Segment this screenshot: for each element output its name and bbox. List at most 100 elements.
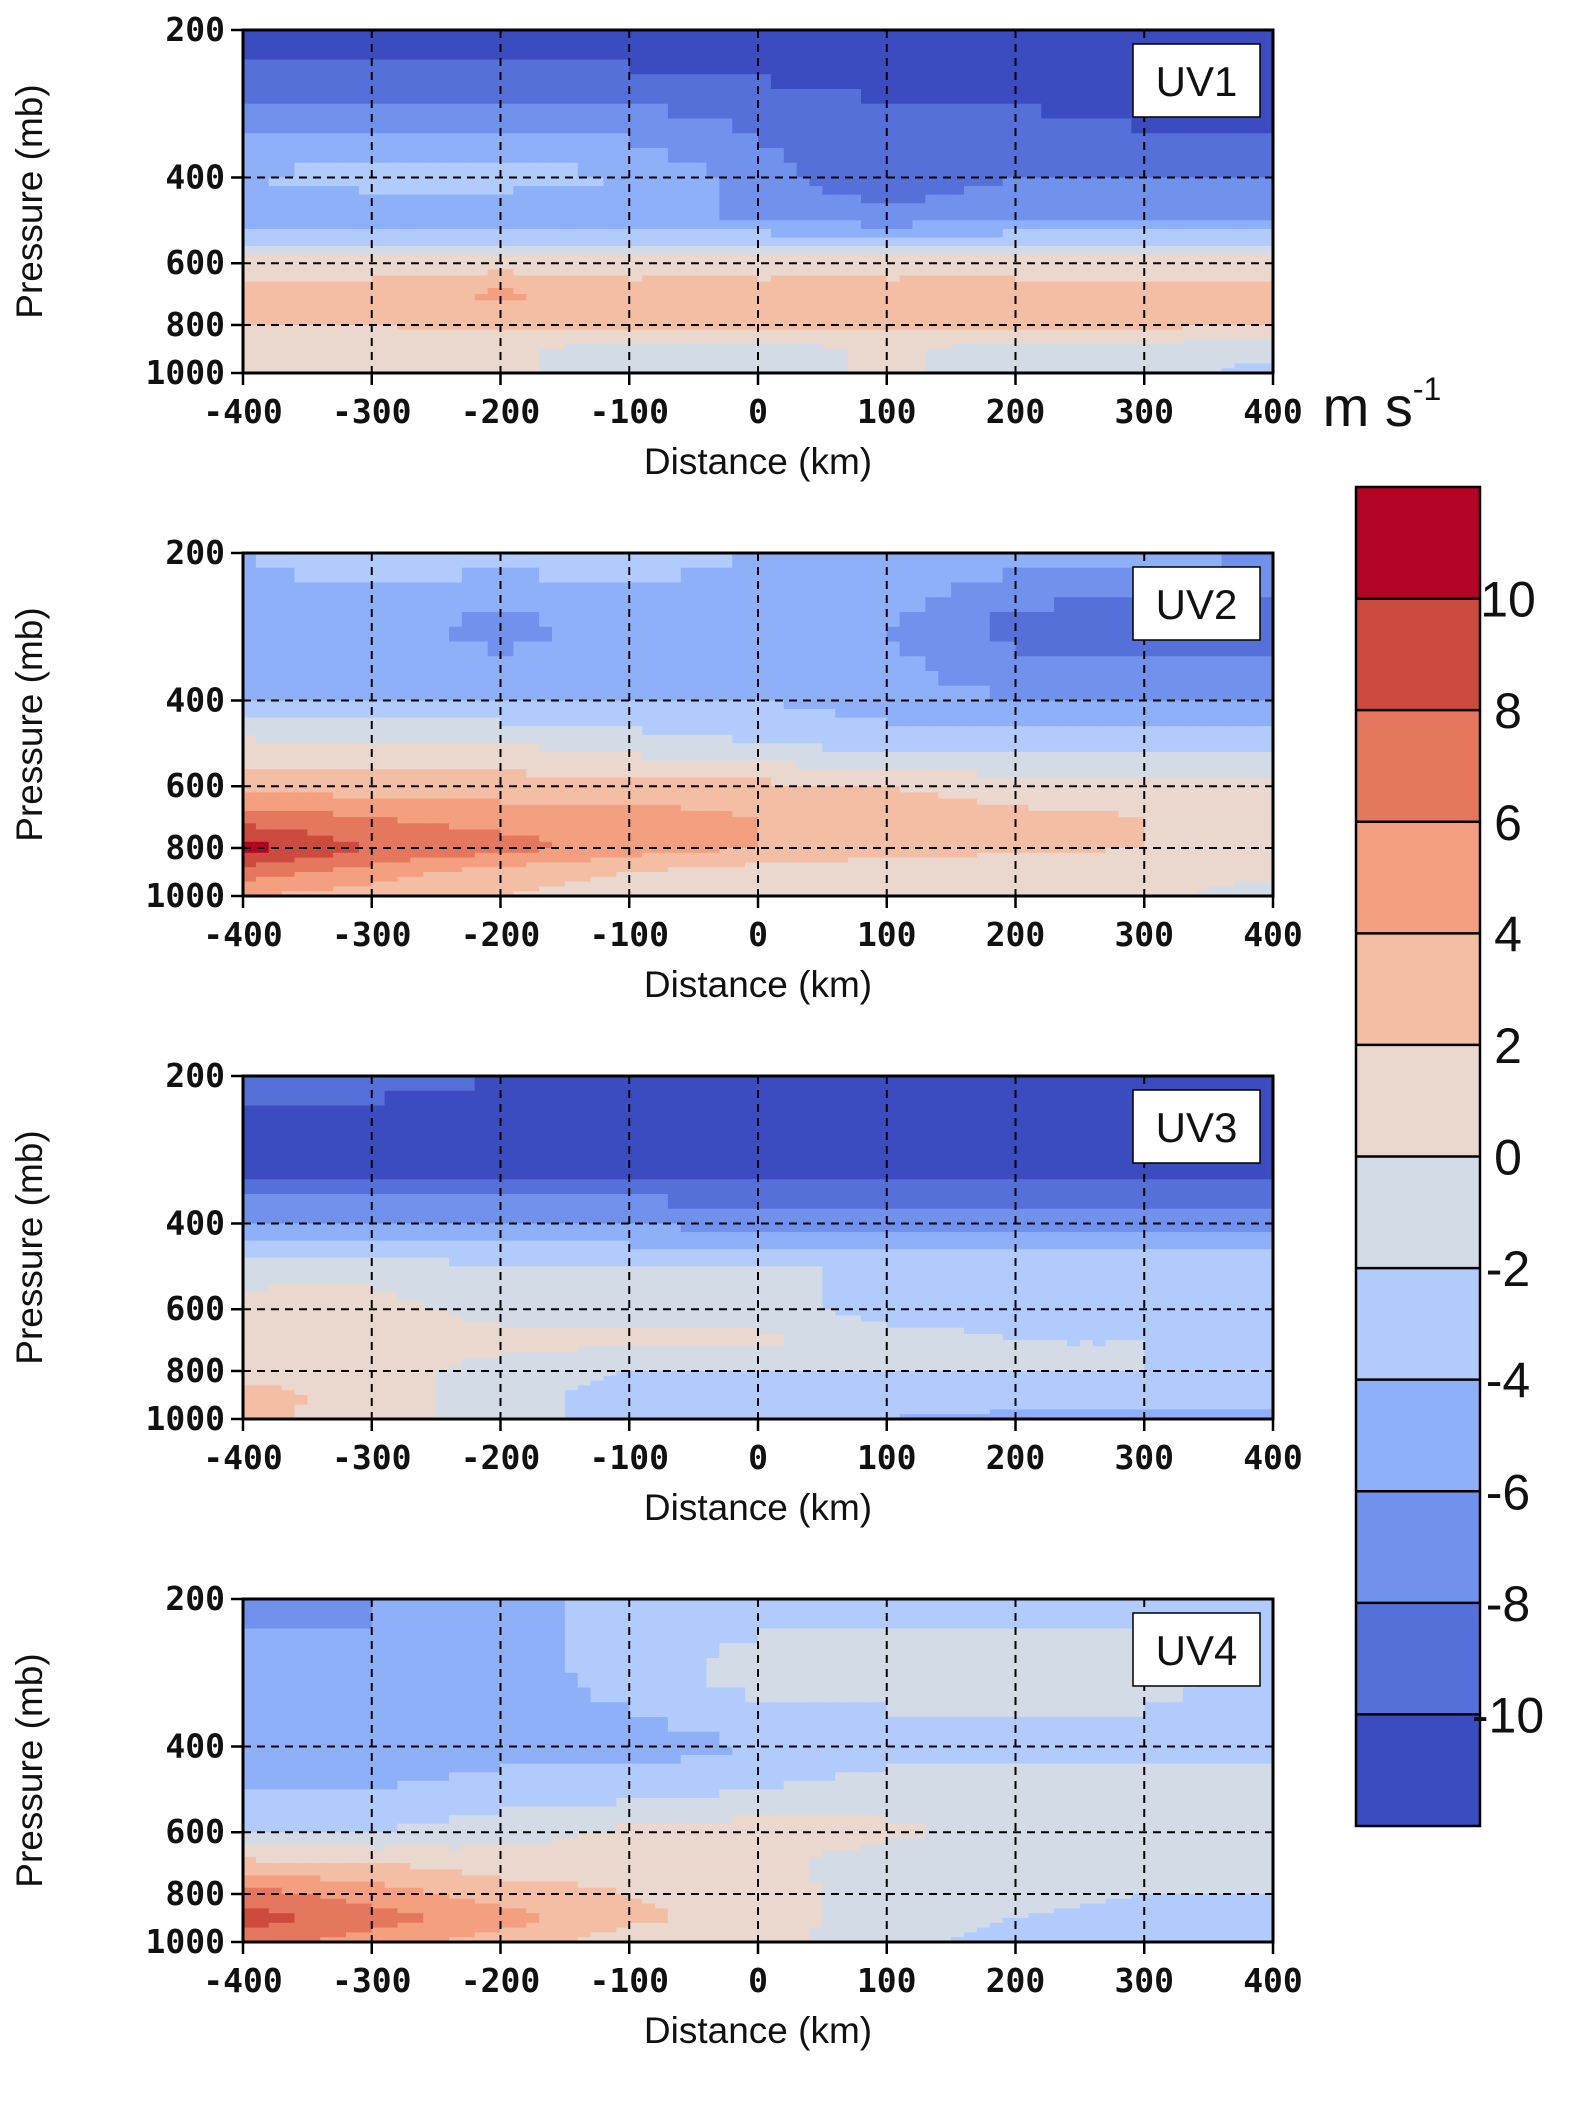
contour-cell	[745, 670, 759, 687]
contour-cell	[925, 103, 939, 120]
contour-cell	[1234, 553, 1248, 569]
contour-cell	[642, 147, 656, 164]
contour-cell	[1221, 269, 1235, 277]
contour-cell	[539, 281, 553, 289]
contour-cell	[1247, 709, 1261, 719]
contour-cell	[1067, 685, 1081, 702]
contour-cell	[268, 287, 283, 295]
contour-cell	[783, 743, 798, 753]
contour-cell	[667, 626, 682, 643]
contour-cell	[848, 734, 862, 744]
contour-cell	[693, 368, 708, 374]
contour-cell	[809, 751, 823, 762]
contour-cell	[243, 368, 257, 374]
contour-cell	[461, 162, 476, 179]
contour-cell	[706, 254, 720, 264]
contour-cell	[642, 670, 656, 687]
contour-cell	[487, 228, 502, 239]
contour-cell	[964, 228, 978, 239]
contour-cell	[513, 641, 527, 657]
contour-cell	[680, 306, 695, 314]
contour-cell	[410, 220, 424, 230]
contour-cell	[964, 348, 978, 355]
contour-cell	[307, 203, 321, 213]
contour-cell	[1054, 743, 1068, 753]
contour-cell	[1118, 254, 1132, 264]
contour-cell	[577, 318, 592, 326]
contour-cell	[307, 300, 321, 308]
contour-cell	[333, 306, 347, 314]
contour-cell	[307, 641, 321, 657]
contour-cell	[410, 726, 424, 736]
contour-cell	[616, 30, 630, 46]
contour-cell	[655, 263, 669, 271]
contour-cell	[1221, 220, 1235, 230]
contour-cell	[487, 670, 502, 687]
contour-cell	[384, 254, 399, 264]
contour-cell	[809, 777, 823, 787]
contour-cell	[1170, 339, 1184, 345]
contour-cell	[1092, 786, 1107, 794]
contour-cell	[564, 318, 579, 326]
contour-cell	[243, 162, 257, 179]
contour-cell	[655, 786, 669, 794]
contour-cell	[436, 751, 450, 762]
contour-cell	[1015, 263, 1029, 271]
contour-cell	[603, 334, 617, 340]
contour-cell	[603, 147, 617, 164]
contour-cell	[1067, 30, 1081, 46]
contour-cell	[513, 334, 527, 340]
contour-cell	[1234, 269, 1248, 277]
contour-cell	[371, 743, 386, 753]
contour-cell	[281, 203, 296, 213]
contour-cell	[770, 641, 785, 657]
contour-cell	[436, 281, 450, 289]
contour-cell	[848, 89, 862, 105]
contour-cell	[655, 760, 669, 770]
contour-cell	[1144, 312, 1158, 320]
contour-cell	[500, 254, 514, 264]
contour-cell	[693, 269, 708, 277]
contour-cell	[384, 118, 399, 134]
contour-cell	[1170, 162, 1184, 179]
contour-cell	[346, 368, 360, 374]
contour-cell	[629, 318, 643, 326]
contour-cell	[243, 726, 257, 736]
contour-cell	[346, 641, 360, 657]
contour-cell	[603, 700, 617, 710]
contour-cell	[410, 769, 424, 779]
contour-cell	[1170, 685, 1184, 702]
contour-cell	[1182, 769, 1197, 779]
contour-cell	[642, 246, 656, 256]
contour-cell	[346, 237, 360, 247]
contour-cell	[552, 147, 566, 164]
contour-cell	[449, 254, 463, 264]
contour-cell	[706, 726, 720, 736]
contour-cell	[732, 162, 746, 179]
contour-cell	[1067, 186, 1081, 196]
contour-cell	[590, 89, 605, 105]
contour-cell	[461, 656, 476, 672]
contour-cell	[358, 670, 373, 687]
contour-cell	[603, 567, 617, 584]
contour-cell	[564, 287, 579, 295]
contour-cell	[1041, 318, 1055, 326]
contour-cell	[281, 358, 296, 364]
contour-cell	[1144, 294, 1158, 301]
contour-cell	[294, 162, 308, 179]
contour-cell	[1247, 734, 1261, 744]
contour-cell	[294, 567, 308, 584]
contour-cell	[564, 275, 579, 283]
contour-cell	[848, 344, 862, 350]
contour-cell	[371, 582, 386, 598]
contour-cell	[539, 344, 553, 350]
contour-cell	[758, 246, 772, 256]
contour-cell	[835, 89, 849, 105]
contour-cell	[384, 281, 399, 289]
contour-cell	[1015, 751, 1029, 762]
contour-cell	[1131, 275, 1145, 283]
contour-cell	[848, 709, 862, 719]
contour-cell	[770, 194, 785, 204]
contour-cell	[255, 246, 270, 256]
contour-cell	[925, 641, 939, 657]
